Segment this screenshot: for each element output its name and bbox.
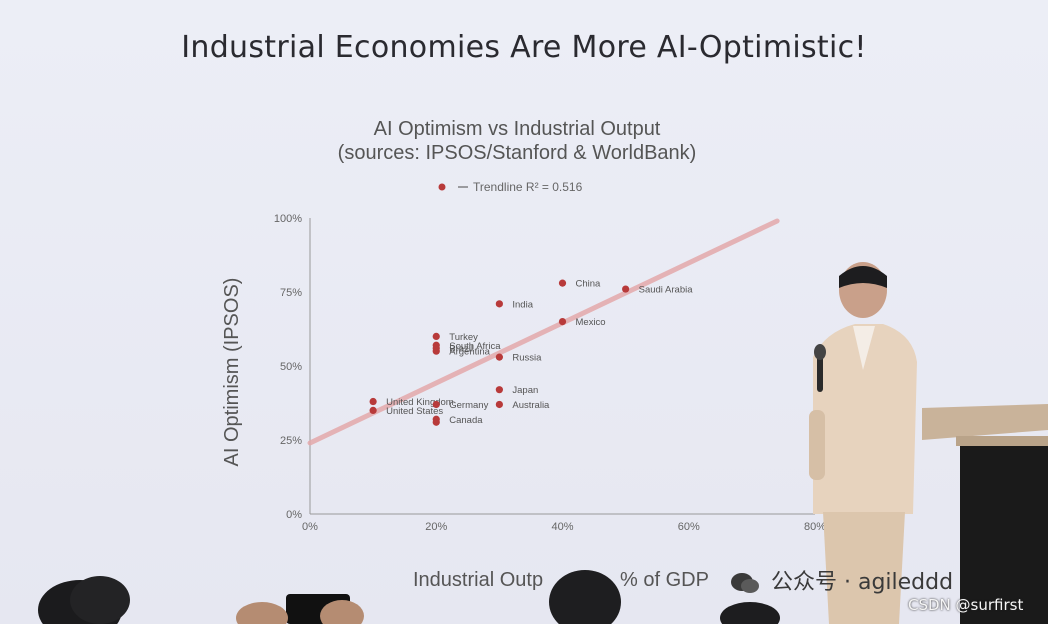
- x-tick-label: 60%: [678, 521, 700, 533]
- point-label: United States: [386, 406, 443, 417]
- point-label: China: [576, 279, 602, 290]
- point-label: Russia: [512, 353, 542, 364]
- point-label: South Africa: [449, 341, 501, 352]
- y-tick-labels: 0% 25% 50% 75% 100%: [274, 213, 302, 521]
- point-label: Brazil: [449, 344, 473, 355]
- data-point: [369, 397, 377, 406]
- point-label: Saudi Arabia: [639, 285, 694, 296]
- x-tick-label: 40%: [551, 521, 573, 533]
- point-label: Australia: [512, 400, 550, 411]
- y-tick-label: 75%: [280, 287, 302, 299]
- presenter-figure: [809, 262, 917, 624]
- x-axis-title-tail: % of GDP: [620, 569, 709, 591]
- y-tick-label: 50%: [280, 361, 302, 373]
- chart-subtitle: (sources: IPSOS/Stanford & WorldBank): [338, 142, 697, 164]
- data-point: [432, 400, 440, 409]
- data-point: [558, 318, 567, 326]
- y-tick-label: 25%: [280, 435, 302, 447]
- data-point: [495, 386, 503, 394]
- legend-trend-label: Trendline R² = 0.516: [473, 180, 583, 194]
- legend: Trendline R² = 0.516: [438, 180, 583, 194]
- data-point: [495, 400, 503, 409]
- y-tick-label: 0%: [286, 509, 302, 521]
- data-point: [622, 285, 630, 293]
- x-tick-labels: 0% 20% 40% 60% 80%: [302, 521, 826, 533]
- x-axis-title: Industrial Outp: [413, 569, 543, 591]
- wechat-icon: [731, 573, 759, 593]
- credit-text: CSDN @surfirst: [908, 596, 1024, 614]
- data-point: [495, 300, 503, 308]
- data-point: [432, 332, 440, 340]
- trendline-path: [307, 218, 780, 446]
- point-label: Canada: [449, 415, 483, 426]
- data-point: [432, 347, 440, 355]
- data-point: [432, 418, 440, 426]
- point-label: Mexico: [576, 317, 606, 328]
- audience-heads: [38, 570, 780, 624]
- point-label: Argentina: [449, 347, 490, 358]
- y-tick-label: 100%: [274, 213, 302, 225]
- legend-marker: [438, 183, 446, 191]
- slide-title: Industrial Economies Are More AI-Optimis…: [181, 30, 867, 65]
- chart-title: AI Optimism vs Industrial Output: [374, 118, 661, 140]
- data-point: [495, 353, 503, 361]
- point-label: India: [512, 299, 533, 310]
- point-label: United Kingdom: [386, 397, 454, 408]
- y-axis-title: AI Optimism (IPSOS): [221, 278, 243, 467]
- x-tick-label: 0%: [302, 521, 318, 533]
- data-point: [369, 406, 377, 414]
- point-label: Japan: [512, 385, 538, 396]
- trendline: [307, 218, 780, 446]
- x-tick-label: 80%: [804, 521, 826, 533]
- podium: [922, 404, 1048, 624]
- x-tick-label: 20%: [425, 521, 447, 533]
- watermark: 公众号 · agileddd: [730, 564, 953, 596]
- data-point: [558, 279, 567, 287]
- watermark-text: 公众号 · agileddd: [771, 570, 954, 595]
- point-label: Turkey: [449, 332, 478, 343]
- data-points: China Saudi Arabia India Mexico TurkeySouth …: [369, 279, 694, 426]
- point-label: Germany: [449, 400, 488, 411]
